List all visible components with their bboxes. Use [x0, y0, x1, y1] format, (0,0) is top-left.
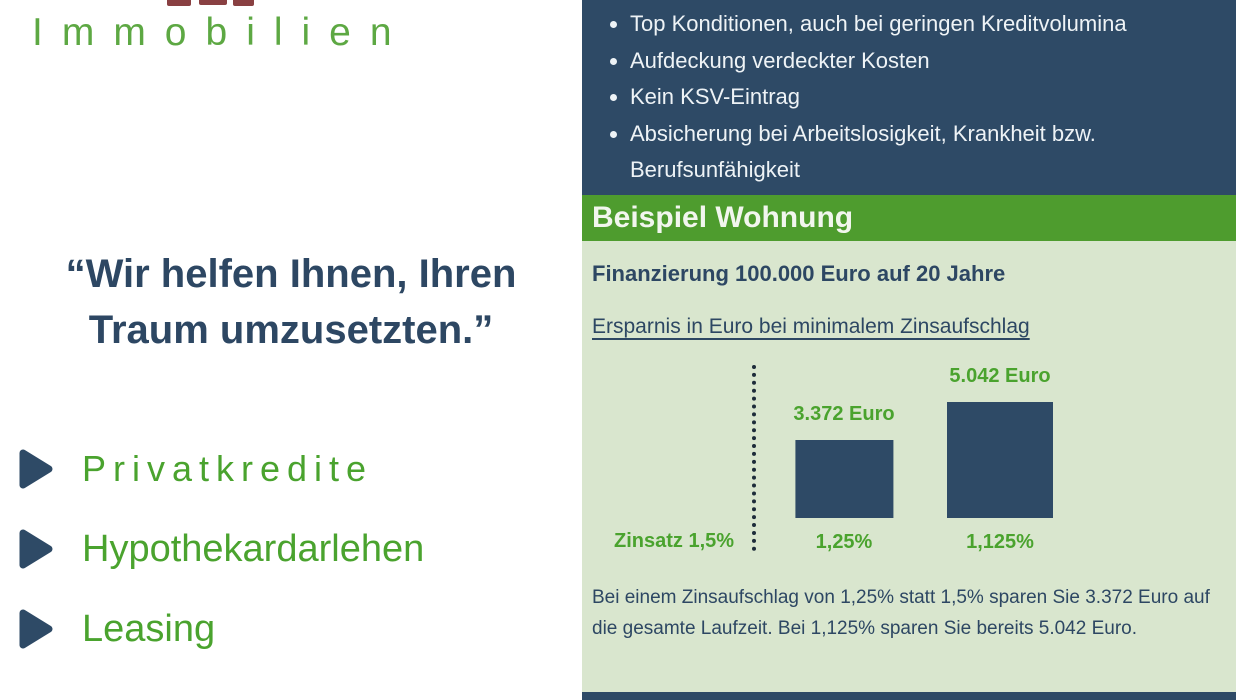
- service-item-hypothekardarlehen: Hypothekardarlehen: [18, 526, 424, 572]
- chart-bar-group: 5.042 Euro 1,125%: [947, 365, 1053, 557]
- service-label: Leasing: [82, 608, 216, 650]
- benefits-box: Top Konditionen, auch bei geringen Kredi…: [582, 0, 1236, 195]
- footer-accent-strip: [582, 692, 1236, 700]
- service-item-privatkredite: Privatkredite: [18, 446, 424, 492]
- left-column: Immobilien “Wir helfen Ihnen, Ihren Trau…: [0, 0, 582, 700]
- bar-x-label: 1,125%: [966, 531, 1034, 553]
- arrow-right-icon: [19, 529, 53, 569]
- arrow-right-icon: [19, 609, 53, 649]
- example-section: Finanzierung 100.000 Euro auf 20 Jahre E…: [582, 241, 1236, 700]
- financing-heading: Finanzierung 100.000 Euro auf 20 Jahre: [592, 261, 1006, 286]
- bar-value-label: 3.372 Euro: [793, 403, 895, 425]
- benefits-list: Top Konditionen, auch bei geringen Kredi…: [608, 6, 1188, 189]
- quote-line-1: “Wir helfen Ihnen, Ihren: [65, 252, 517, 296]
- chart-bar: [794, 440, 893, 518]
- baseline-dotted-line: [752, 365, 756, 551]
- quote-text: “Wir helfen Ihnen, Ihren Traum umzusetzt…: [0, 246, 582, 358]
- savings-bar-chart: Zinsatz 1,5% 3.372 Euro 1,25% 5.042 Euro…: [582, 359, 1236, 557]
- arrow-right-icon: [19, 449, 53, 489]
- chart-bar-group: 3.372 Euro 1,25%: [793, 403, 894, 557]
- benefit-item: Absicherung bei Arbeitslosigkeit, Krankh…: [630, 116, 1188, 189]
- logo-fragment-mark: [233, 0, 254, 6]
- example-banner-title: Beispiel Wohnung: [582, 195, 1236, 241]
- savings-subheading: Ersparnis in Euro bei minimalem Zinsaufs…: [592, 315, 1030, 338]
- quote-line-2: Traum umzusetzten.”: [88, 308, 494, 352]
- right-column: Top Konditionen, auch bei geringen Kredi…: [582, 0, 1236, 700]
- service-item-leasing: Leasing: [18, 606, 424, 652]
- benefit-item: Top Konditionen, auch bei geringen Kredi…: [630, 6, 1188, 43]
- benefit-item: Kein KSV-Eintrag: [630, 79, 1188, 116]
- baseline-label: Zinsatz 1,5%: [614, 530, 735, 552]
- service-label: Hypothekardarlehen: [82, 528, 425, 570]
- brand-wordmark: Immobilien: [32, 11, 411, 54]
- bar-value-label: 5.042 Euro: [949, 365, 1051, 387]
- bar-x-label: 1,25%: [815, 531, 873, 553]
- benefit-item: Aufdeckung verdeckter Kosten: [630, 43, 1188, 80]
- services-list: Privatkredite Hypothekardarlehen Leasing: [18, 446, 424, 652]
- explanation-paragraph: Bei einem Zinsaufschlag von 1,25% statt …: [592, 587, 1210, 639]
- logo-fragment-mark: [167, 0, 191, 6]
- chart-bar: [947, 402, 1053, 518]
- logo-fragment-mark: [199, 0, 227, 5]
- service-label: Privatkredite: [82, 448, 374, 489]
